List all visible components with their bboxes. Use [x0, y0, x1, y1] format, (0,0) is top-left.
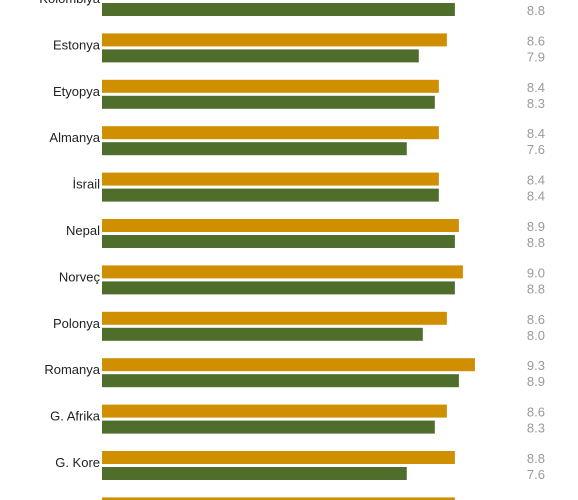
bar-series-2: [102, 420, 435, 434]
category-label: Romanya: [44, 362, 100, 377]
category-label: İsrail: [73, 177, 101, 192]
category-group: 9.08.8 Norveç: [59, 265, 545, 296]
bar-series-1: [102, 126, 439, 140]
bar-series-2: [102, 467, 407, 480]
bar-series-2: [102, 49, 419, 63]
category-label: Etyopya: [53, 84, 101, 99]
bar-series-1: [102, 311, 447, 325]
value-label: 8.4: [527, 173, 545, 188]
bar-series-2: [102, 327, 423, 341]
bar-series-2: [102, 188, 439, 202]
value-label: 8.8: [527, 451, 545, 466]
category-label: G. Kore: [55, 455, 100, 470]
bar-series-1: [102, 497, 455, 500]
bar-series-1: [102, 358, 475, 372]
bar-series-2: [102, 235, 455, 248]
bar-series-1: [102, 172, 439, 186]
value-label: 8.3: [527, 96, 545, 111]
value-label: 8.4: [527, 80, 545, 95]
value-label: 9.3: [527, 358, 545, 373]
value-label: 8.9: [527, 219, 545, 234]
category-label: Estonya: [53, 37, 101, 52]
bar-series-2: [102, 95, 435, 109]
category-label: Norveç: [59, 269, 101, 284]
category-group: 8.48.3 Etyopya: [53, 79, 545, 111]
bar-series-1: [102, 404, 447, 418]
category-group: 9.38.9 Romanya: [44, 358, 545, 389]
value-label: 8.6: [527, 405, 545, 420]
bar-series-1: [102, 219, 459, 232]
value-label: 9.0: [527, 0, 545, 2]
category-group: [102, 497, 455, 500]
value-label: 8.8: [527, 281, 545, 296]
category-group: 8.68.3 G. Afrika: [50, 404, 545, 436]
value-label: 7.6: [527, 142, 545, 157]
value-label: 8.4: [527, 126, 545, 141]
category-group: 8.87.6 G. Kore: [55, 451, 545, 482]
value-label: 8.8: [527, 235, 545, 250]
value-label: 8.0: [527, 328, 545, 343]
bar-series-2: [102, 281, 455, 295]
bar-series-1: [102, 265, 463, 279]
bar-series-1: [102, 79, 439, 93]
category-group: 8.47.6 Almanya: [49, 126, 545, 157]
category-label: Nepal: [66, 223, 100, 238]
category-group: 9.08.8 Kolombiya: [39, 0, 545, 18]
category-group: 8.67.9 Estonya: [53, 33, 545, 64]
category-group: 8.48.4 İsrail: [73, 172, 545, 204]
value-label: 9.0: [527, 265, 545, 280]
value-label: 8.6: [527, 312, 545, 327]
category-label: Kolombiya: [39, 0, 100, 6]
category-group: 8.98.8 Nepal: [66, 219, 545, 250]
value-label: 7.6: [527, 467, 545, 482]
bar-series-1: [102, 33, 447, 47]
category-label: Almanya: [49, 130, 100, 145]
category-group: 8.68.0 Polonya: [53, 311, 545, 343]
value-label: 8.6: [527, 33, 545, 48]
value-label: 8.4: [527, 189, 545, 204]
value-label: 8.3: [527, 421, 545, 436]
category-label: G. Afrika: [50, 409, 101, 424]
value-label: 8.9: [527, 374, 545, 389]
category-label: Polonya: [53, 316, 101, 331]
bar-series-2: [102, 142, 407, 156]
bar-series-2: [102, 374, 459, 388]
bar-series-1: [102, 451, 455, 464]
value-label: 7.9: [527, 49, 545, 64]
value-label: 8.8: [527, 3, 545, 18]
bar-series-2: [102, 3, 455, 16]
